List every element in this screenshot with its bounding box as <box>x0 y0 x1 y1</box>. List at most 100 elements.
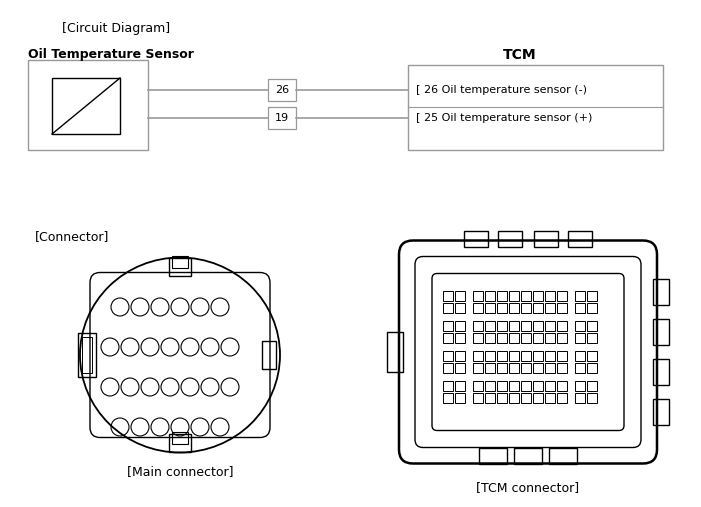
Bar <box>521 363 531 373</box>
Bar <box>473 363 483 373</box>
Bar <box>587 381 597 391</box>
Bar <box>172 256 188 268</box>
Bar <box>575 333 585 343</box>
Bar <box>533 381 543 391</box>
Bar <box>268 107 296 129</box>
Bar <box>533 363 543 373</box>
Bar <box>485 381 495 391</box>
Bar <box>485 363 495 373</box>
Bar <box>497 381 507 391</box>
Bar <box>557 351 567 361</box>
Bar <box>473 303 483 313</box>
Bar <box>82 337 92 373</box>
Bar <box>509 291 519 301</box>
Bar <box>557 393 567 403</box>
Bar <box>557 303 567 313</box>
Bar <box>653 279 669 305</box>
Bar <box>533 291 543 301</box>
Bar <box>485 333 495 343</box>
Bar <box>443 351 453 361</box>
Bar <box>473 393 483 403</box>
Bar <box>521 291 531 301</box>
Bar <box>455 381 465 391</box>
Bar <box>497 333 507 343</box>
Bar <box>479 448 507 463</box>
Text: [ 26 Oil temperature sensor (-): [ 26 Oil temperature sensor (-) <box>416 85 587 95</box>
Bar <box>485 303 495 313</box>
Bar <box>509 363 519 373</box>
Bar <box>498 231 522 246</box>
Bar <box>268 79 296 101</box>
Bar <box>575 321 585 331</box>
Bar <box>497 393 507 403</box>
Bar <box>587 363 597 373</box>
Bar <box>521 393 531 403</box>
Bar <box>557 363 567 373</box>
Text: 26: 26 <box>275 85 289 95</box>
Bar <box>587 291 597 301</box>
Bar <box>485 351 495 361</box>
Bar <box>575 351 585 361</box>
Bar <box>575 291 585 301</box>
Bar <box>545 321 555 331</box>
Bar <box>497 321 507 331</box>
Bar <box>509 321 519 331</box>
Bar <box>443 291 453 301</box>
Bar <box>473 321 483 331</box>
Bar <box>509 393 519 403</box>
Bar <box>443 393 453 403</box>
Bar <box>169 434 191 452</box>
Text: [TCM connector]: [TCM connector] <box>477 482 580 494</box>
Bar <box>473 333 483 343</box>
Bar <box>557 381 567 391</box>
Bar <box>497 303 507 313</box>
Bar <box>545 381 555 391</box>
Bar <box>653 399 669 425</box>
Bar <box>497 351 507 361</box>
Bar <box>78 333 96 377</box>
Text: [ 25 Oil temperature sensor (+): [ 25 Oil temperature sensor (+) <box>416 113 592 123</box>
Bar <box>473 381 483 391</box>
Bar <box>485 321 495 331</box>
Bar <box>545 303 555 313</box>
Bar <box>443 333 453 343</box>
Bar <box>509 381 519 391</box>
Bar <box>497 363 507 373</box>
Bar <box>545 333 555 343</box>
Bar <box>28 60 148 150</box>
Bar <box>387 332 403 372</box>
Bar <box>557 321 567 331</box>
Text: [Main connector]: [Main connector] <box>127 465 233 478</box>
Bar <box>545 351 555 361</box>
Bar <box>455 363 465 373</box>
Bar <box>545 393 555 403</box>
Bar <box>521 351 531 361</box>
Bar <box>455 393 465 403</box>
Bar <box>443 363 453 373</box>
Bar <box>172 432 188 444</box>
Text: 19: 19 <box>275 113 289 123</box>
Bar <box>533 351 543 361</box>
Bar <box>575 363 585 373</box>
Text: [Connector]: [Connector] <box>35 230 109 243</box>
Bar <box>514 448 542 463</box>
Bar <box>473 291 483 301</box>
Bar <box>455 333 465 343</box>
Bar <box>443 303 453 313</box>
Text: Oil Temperature Sensor: Oil Temperature Sensor <box>28 48 194 61</box>
Bar <box>169 258 191 276</box>
Bar <box>653 359 669 385</box>
Bar <box>653 319 669 345</box>
Bar <box>455 321 465 331</box>
Bar <box>521 381 531 391</box>
Bar <box>534 231 558 246</box>
Bar <box>549 448 577 463</box>
Bar <box>521 303 531 313</box>
Bar <box>575 393 585 403</box>
Bar <box>443 381 453 391</box>
Bar <box>497 291 507 301</box>
Bar <box>443 321 453 331</box>
Bar <box>262 341 276 369</box>
Bar <box>455 291 465 301</box>
Bar <box>52 78 120 134</box>
